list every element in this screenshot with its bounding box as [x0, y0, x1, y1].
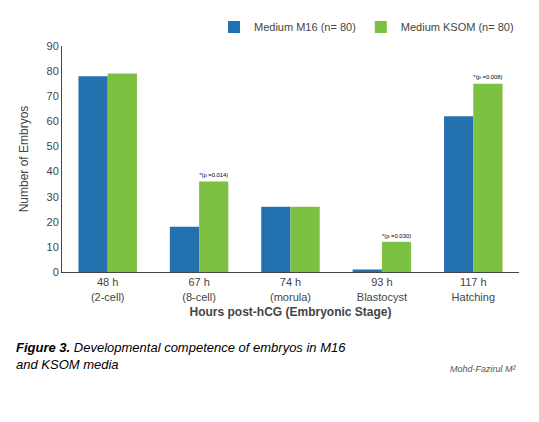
svg-text:20: 20	[47, 216, 59, 228]
svg-text:0: 0	[53, 266, 59, 278]
svg-text:70: 70	[47, 90, 59, 102]
svg-text:Figure 3. Developmental compet: Figure 3. Developmental competence of em…	[16, 340, 346, 372]
svg-text:80: 80	[47, 65, 59, 77]
svg-text:67 h(8-cell): 67 h(8-cell)	[182, 276, 216, 302]
svg-text:50: 50	[47, 140, 59, 152]
svg-text:*(p =0.008): *(p =0.008)	[473, 74, 502, 80]
svg-text:Medium KSOM (n= 80): Medium KSOM (n= 80)	[401, 21, 514, 33]
svg-text:117 hHatching: 117 hHatching	[452, 276, 495, 302]
svg-text:*(p =0.014): *(p =0.014)	[199, 172, 228, 178]
svg-text:93 hBlastocyst: 93 hBlastocyst	[357, 276, 407, 302]
svg-text:48 h(2-cell): 48 h(2-cell)	[91, 276, 125, 302]
svg-text:Hours post-hCG (Embryonic Stag: Hours post-hCG (Embryonic Stage)	[189, 305, 391, 319]
svg-text:90: 90	[47, 40, 59, 52]
svg-text:Mohd-Fazirul M²: Mohd-Fazirul M²	[450, 364, 517, 374]
svg-text:*(p =0.030): *(p =0.030)	[382, 233, 411, 239]
svg-text:10: 10	[47, 241, 59, 253]
svg-text:30: 30	[47, 191, 59, 203]
svg-text:60: 60	[47, 115, 59, 127]
svg-text:Medium M16 (n= 80): Medium M16 (n= 80)	[254, 21, 356, 33]
svg-text:Number of Embryos: Number of Embryos	[17, 106, 31, 213]
svg-text:74 h(morula): 74 h(morula)	[270, 276, 311, 302]
svg-text:40: 40	[47, 165, 59, 177]
